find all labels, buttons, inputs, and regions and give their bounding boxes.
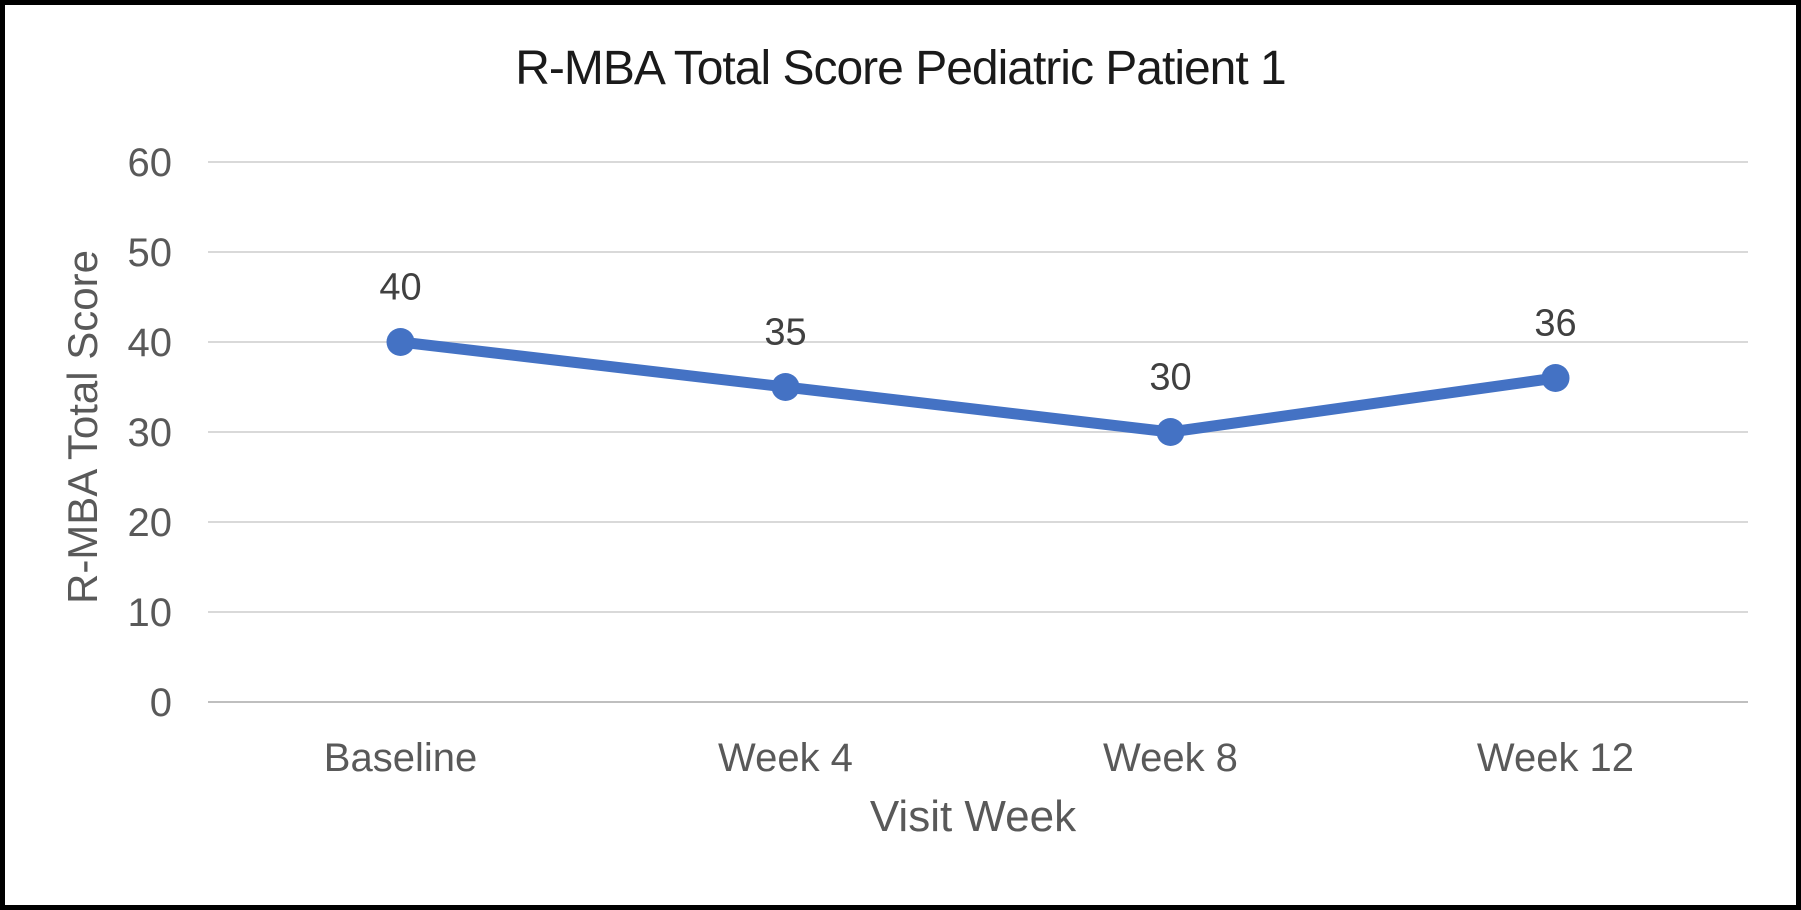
x-category-label: Week 4 bbox=[718, 736, 853, 780]
y-tick-label: 30 bbox=[128, 411, 173, 455]
plot-area: 0 10 20 30 40 50 60 Baseline Week 4 Week 8 Week 12… bbox=[128, 141, 1748, 780]
y-tick-label: 0 bbox=[150, 681, 172, 725]
data-point-marker bbox=[1541, 364, 1570, 392]
x-category-label: Week 12 bbox=[1477, 736, 1634, 780]
x-category-label: Baseline bbox=[324, 736, 477, 780]
y-tick-label: 20 bbox=[128, 501, 173, 545]
y-tick-label: 40 bbox=[128, 321, 173, 365]
data-point-marker bbox=[1156, 418, 1185, 446]
series-line bbox=[395, 336, 1561, 438]
y-tick-label: 60 bbox=[128, 141, 173, 185]
data-label: 36 bbox=[1534, 302, 1576, 344]
y-tick-label: 10 bbox=[128, 591, 173, 635]
data-point-marker bbox=[771, 373, 800, 401]
data-label: 30 bbox=[1149, 356, 1191, 398]
y-tick-label: 50 bbox=[128, 231, 173, 275]
data-label: 40 bbox=[379, 266, 421, 308]
x-category-label: Week 8 bbox=[1103, 736, 1238, 780]
data-label: 35 bbox=[764, 311, 806, 353]
data-point-marker bbox=[386, 328, 415, 356]
x-axis-title: Visit Week bbox=[869, 792, 1077, 841]
chart-title: R-MBA Total Score Pediatric Patient 1 bbox=[515, 42, 1287, 95]
